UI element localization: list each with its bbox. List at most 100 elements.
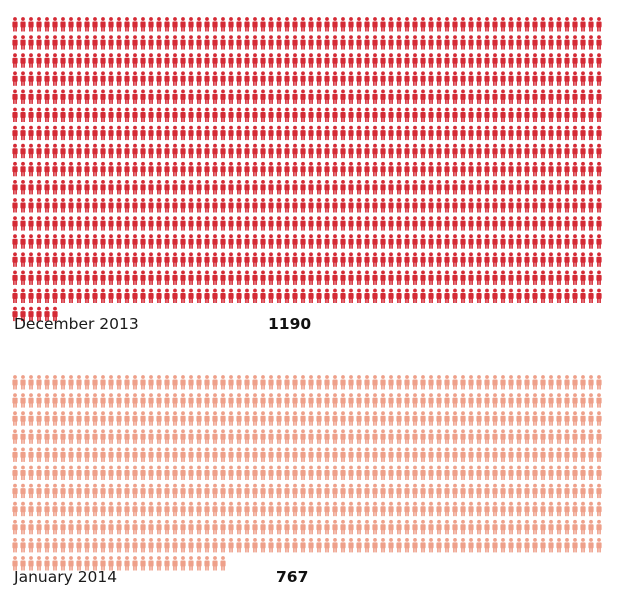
- person-icon: [356, 89, 362, 104]
- person-icon: [76, 375, 82, 390]
- person-icon: [284, 143, 290, 159]
- person-icon: [164, 35, 170, 50]
- person-icon: [468, 429, 474, 444]
- person-icon: [412, 519, 418, 535]
- person-icon: [324, 538, 330, 553]
- person-icon: [452, 375, 458, 390]
- person-icon: [460, 411, 466, 426]
- person-icon: [596, 447, 602, 462]
- person-icon: [36, 161, 42, 177]
- person-icon: [68, 288, 74, 303]
- person-icon: [124, 143, 130, 159]
- person-icon: [220, 143, 226, 159]
- person-icon: [444, 161, 450, 177]
- person-icon: [540, 519, 546, 535]
- person-icon: [156, 375, 162, 390]
- person-icon: [364, 107, 370, 122]
- person-icon: [340, 161, 346, 177]
- person-icon: [220, 465, 226, 480]
- person-icon: [580, 216, 586, 231]
- person-icon: [92, 180, 98, 195]
- person-icon: [572, 429, 578, 444]
- person-icon: [524, 447, 530, 462]
- person-icon: [460, 501, 466, 517]
- person-icon: [84, 234, 90, 249]
- person-icon: [108, 35, 114, 50]
- person-icon: [84, 35, 90, 50]
- person-icon: [220, 107, 226, 122]
- person-icon: [332, 252, 338, 267]
- person-icon: [52, 143, 58, 159]
- person-icon: [116, 483, 122, 499]
- person-icon: [156, 35, 162, 50]
- person-icon: [156, 198, 162, 213]
- person-icon: [524, 216, 530, 231]
- person-icon: [308, 216, 314, 231]
- person-icon: [92, 198, 98, 213]
- person-icon: [308, 429, 314, 444]
- person-icon: [516, 483, 522, 499]
- person-icon: [468, 288, 474, 303]
- person-icon: [340, 270, 346, 285]
- person-icon: [484, 538, 490, 553]
- person-icon: [116, 519, 122, 535]
- person-icon: [596, 35, 602, 50]
- person-icon: [380, 270, 386, 285]
- person-icon: [228, 71, 234, 86]
- person-icon: [548, 198, 554, 213]
- person-icon: [348, 198, 354, 213]
- person-icon: [540, 161, 546, 177]
- person-icon: [292, 519, 298, 535]
- person-icon: [348, 180, 354, 195]
- person-icon: [348, 53, 354, 68]
- person-icon: [476, 89, 482, 104]
- person-icon: [156, 125, 162, 141]
- person-icon: [68, 107, 74, 122]
- person-icon: [540, 216, 546, 231]
- person-icon: [468, 375, 474, 390]
- person-icon: [516, 252, 522, 267]
- person-icon: [12, 519, 18, 535]
- person-icon: [244, 447, 250, 462]
- person-icon: [20, 180, 26, 195]
- person-icon: [188, 234, 194, 249]
- person-icon: [124, 125, 130, 141]
- person-icon: [580, 71, 586, 86]
- person-icon: [276, 501, 282, 517]
- person-icon: [228, 465, 234, 480]
- person-icon: [244, 125, 250, 141]
- person-icon: [260, 234, 266, 249]
- person-icon: [212, 89, 218, 104]
- person-icon: [532, 501, 538, 517]
- person-icon: [84, 538, 90, 553]
- person-icon: [60, 501, 66, 517]
- person-icon: [76, 519, 82, 535]
- person-icon: [268, 270, 274, 285]
- person-icon: [572, 53, 578, 68]
- person-icon: [380, 35, 386, 50]
- person-icon: [252, 89, 258, 104]
- person-icon: [308, 53, 314, 68]
- person-icon: [236, 375, 242, 390]
- person-icon: [148, 288, 154, 303]
- person-icon: [68, 429, 74, 444]
- person-icon: [380, 161, 386, 177]
- person-icon: [420, 53, 426, 68]
- person-icon: [124, 89, 130, 104]
- person-icon: [292, 216, 298, 231]
- person-icon: [172, 393, 178, 408]
- person-icon: [484, 411, 490, 426]
- person-icon: [164, 234, 170, 249]
- person-icon: [212, 483, 218, 499]
- person-icon: [156, 519, 162, 535]
- person-icon: [60, 556, 66, 571]
- person-icon: [508, 216, 514, 231]
- person-icon: [452, 465, 458, 480]
- category-label-december-2013: December 2013: [14, 315, 139, 333]
- person-icon: [396, 35, 402, 50]
- person-icon: [44, 252, 50, 267]
- person-icon: [100, 71, 106, 86]
- person-icon: [204, 375, 210, 390]
- person-icon: [124, 519, 130, 535]
- person-icon: [308, 234, 314, 249]
